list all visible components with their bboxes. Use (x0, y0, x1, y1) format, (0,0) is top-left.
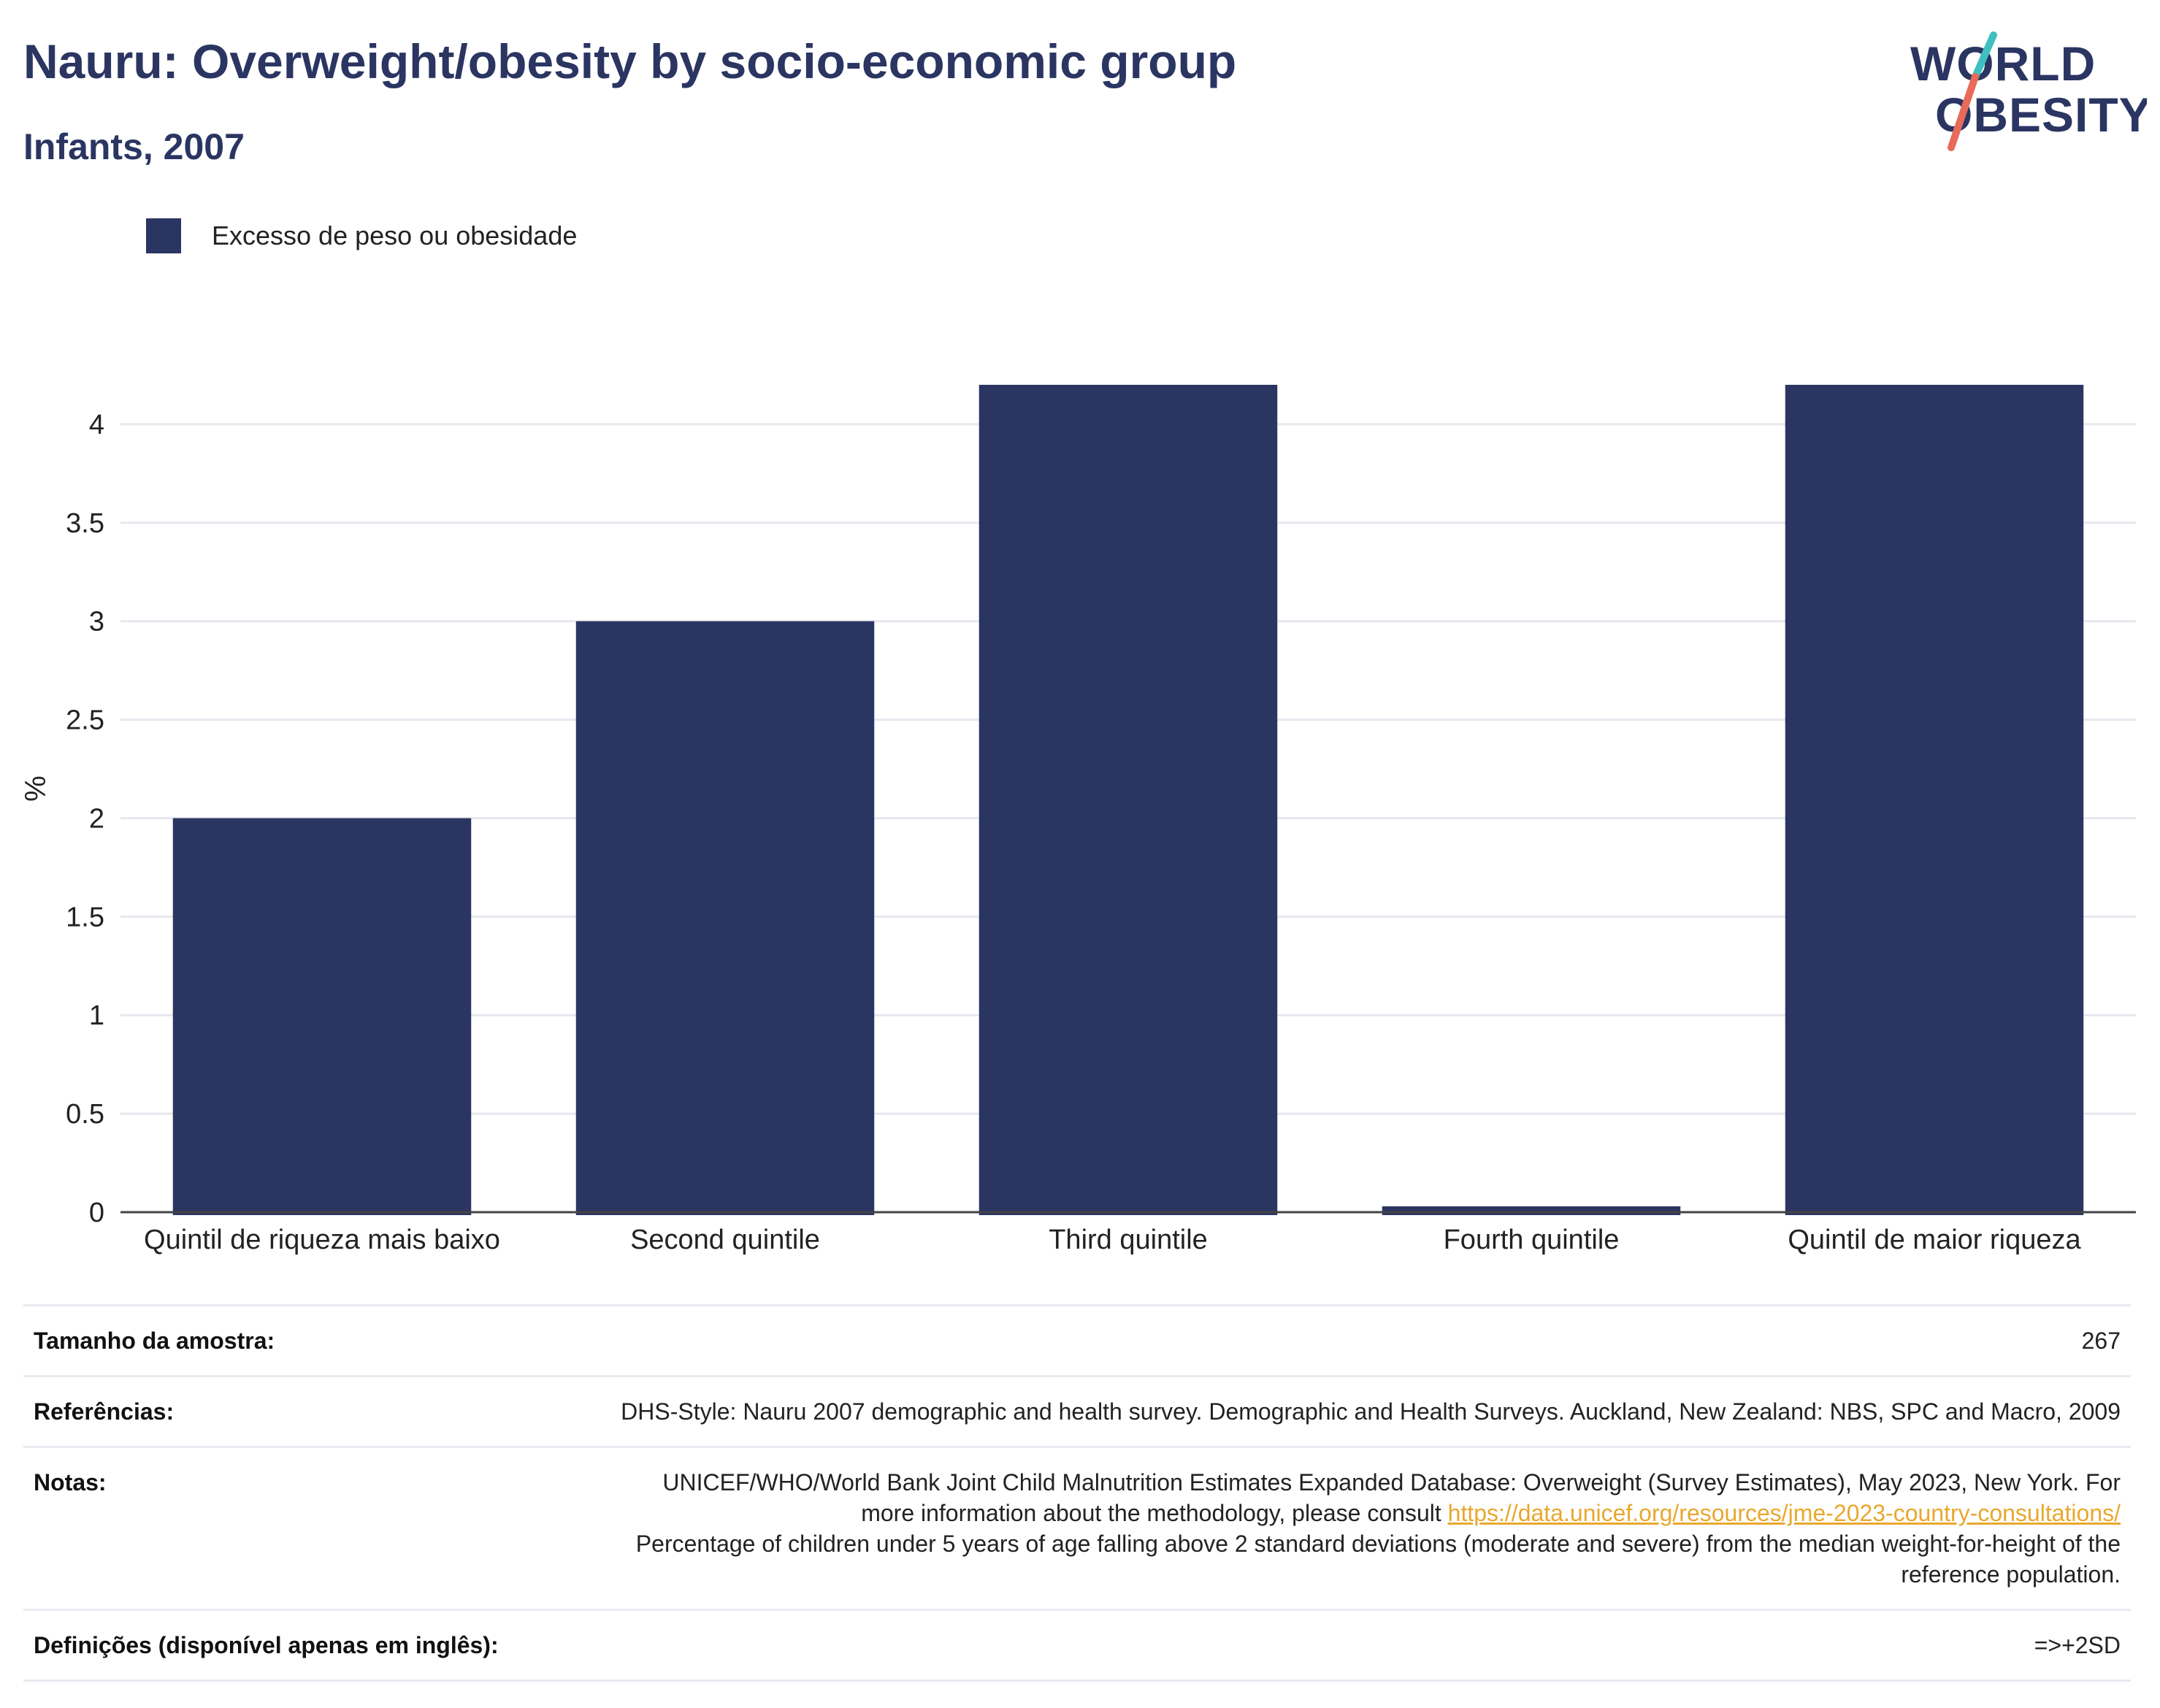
notes-text: UNICEF/WHO/World Bank Joint Child Malnut… (662, 1469, 2121, 1526)
chart-legend[interactable]: Excesso de peso ou obesidade (146, 218, 577, 254)
bar (172, 818, 472, 1215)
logo-slash-bottom (1948, 73, 1979, 151)
bar (1382, 1206, 1681, 1215)
y-tick-label: 3.5 (66, 508, 104, 539)
y-tick-label: 3 (89, 607, 104, 637)
y-axis-label: % (20, 776, 52, 802)
sample-size-value: 267 (599, 1304, 2131, 1376)
notes-value: UNICEF/WHO/World Bank Joint Child Malnut… (599, 1446, 2131, 1610)
world-obesity-logo: WORLD OBESITY (1910, 31, 2147, 151)
info-row-sample: Tamanho da amostra: 267 (23, 1304, 2131, 1376)
info-row-notes: Notas: UNICEF/WHO/World Bank Joint Child… (23, 1446, 2131, 1610)
x-tick-label: Third quintile (1049, 1225, 1208, 1255)
references-label: Referências: (23, 1375, 599, 1447)
notes-definition: Percentage of children under 5 years of … (635, 1531, 2121, 1588)
x-tick-label: Quintil de maior riqueza (1788, 1225, 2081, 1255)
y-tick-label: 0 (89, 1198, 104, 1228)
definitions-label: Definições (disponível apenas em inglês)… (23, 1609, 599, 1682)
bars (172, 384, 2084, 1215)
definitions-value: =>+2SD (599, 1609, 2131, 1682)
legend-label: Excesso de peso ou obesidade (212, 221, 578, 250)
x-tick-label: Quintil de riqueza mais baixo (144, 1225, 500, 1255)
info-table: Tamanho da amostra: 267 Referências: DHS… (23, 1304, 2131, 1682)
legend-swatch (146, 218, 181, 253)
bar (1785, 384, 2084, 1215)
info-row-definitions: Definições (disponível apenas em inglês)… (23, 1609, 2131, 1682)
bar-chart: 0 0.5 1 1.5 2 2.5 3 3.5 4 Quintil de riqueza mais… (20, 384, 2136, 1255)
logo-text-world: WORLD (1910, 37, 2096, 91)
x-tick-label: Fourth quintile (1444, 1225, 1620, 1255)
chart-title: Nauru: Overweight/obesity by socio-econo… (23, 34, 1237, 88)
logo-slash-top (1972, 31, 1997, 80)
notes-label: Notas: (23, 1446, 599, 1610)
y-tick-label: 1 (89, 1000, 104, 1031)
y-tick-label: 2 (89, 803, 104, 834)
y-tick-label: 1.5 (66, 902, 104, 932)
sample-size-label: Tamanho da amostra: (23, 1304, 599, 1376)
bar (978, 384, 1278, 1215)
x-tick-label: Second quintile (630, 1225, 820, 1255)
info-row-references: Referências: DHS-Style: Nauru 2007 demog… (23, 1375, 2131, 1447)
y-tick-label: 4 (89, 410, 104, 440)
y-tick-label: 2.5 (66, 705, 104, 736)
notes-link[interactable]: https://data.unicef.org/resources/jme-20… (1447, 1500, 2121, 1526)
y-tick-label: 0.5 (66, 1099, 104, 1130)
axes: 0 0.5 1 1.5 2 2.5 3 3.5 4 Quintil de riqueza mais… (20, 410, 2136, 1255)
bar (575, 621, 875, 1215)
references-value: DHS-Style: Nauru 2007 demographic and he… (599, 1375, 2131, 1447)
chart-subtitle: Infants, 2007 (23, 126, 245, 167)
